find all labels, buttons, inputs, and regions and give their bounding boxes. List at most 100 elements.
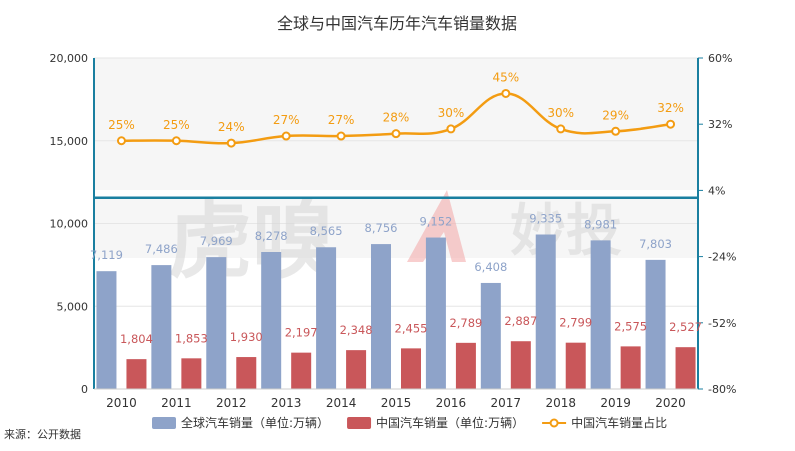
bar-global xyxy=(96,271,117,389)
share-point xyxy=(336,131,346,141)
data-label-global: 6,408 xyxy=(474,260,507,274)
data-label-global: 8,565 xyxy=(310,224,343,238)
chart-title: 全球与中国汽车历年汽车销量数据 xyxy=(277,14,517,33)
legend-swatch xyxy=(347,417,372,429)
data-label-china: 2,455 xyxy=(395,321,428,335)
share-label: 32% xyxy=(657,101,684,115)
share-label: 45% xyxy=(492,70,519,84)
bar-global xyxy=(480,282,501,389)
bar-global xyxy=(590,240,611,389)
bar-china xyxy=(346,350,367,389)
bar-china xyxy=(620,346,641,389)
x-tick-label: 2013 xyxy=(271,396,302,410)
share-point xyxy=(226,138,236,148)
share-label: 25% xyxy=(163,118,190,132)
data-label-china: 2,887 xyxy=(504,314,537,328)
x-tick-label: 2017 xyxy=(491,396,522,410)
x-tick-label: 2015 xyxy=(381,396,412,410)
bar-global xyxy=(425,237,446,389)
bar-china xyxy=(401,348,421,389)
bar-china xyxy=(455,342,476,389)
legend-swatch xyxy=(152,417,176,429)
share-label: 27% xyxy=(328,113,355,127)
bar-china xyxy=(181,358,202,389)
y-left-tick: 15,000 xyxy=(50,135,89,148)
watermark: 虎嗅 妙投 xyxy=(168,190,622,290)
share-point xyxy=(556,124,566,134)
share-point xyxy=(501,88,511,98)
x-tick-label: 2012 xyxy=(216,396,247,410)
share-point xyxy=(611,126,621,136)
watermark-logo xyxy=(407,190,466,262)
legend: 全球汽车销量（单位:万辆） 中国汽车销量（单位:万辆） 中国汽车销量占比 xyxy=(152,415,667,430)
source-note: 来源：公开数据 xyxy=(4,427,81,441)
y-right-tick: -24% xyxy=(708,251,736,264)
share-point xyxy=(281,131,291,141)
y-left-tick: 0 xyxy=(81,383,88,396)
share-point xyxy=(666,119,676,129)
x-tick-label: 2019 xyxy=(600,396,631,410)
bar-global xyxy=(206,257,227,389)
y-right-tick: 60% xyxy=(708,52,732,65)
x-tick-label: 2016 xyxy=(436,396,467,410)
y-left-tick: 20,000 xyxy=(50,52,89,65)
x-tick-label: 2010 xyxy=(106,396,137,410)
data-label-global: 7,803 xyxy=(639,237,672,251)
data-label-china: 1,853 xyxy=(175,331,208,345)
share-point xyxy=(116,136,126,146)
y-right-tick: -52% xyxy=(708,317,736,330)
bar-global xyxy=(371,244,391,389)
share-label: 27% xyxy=(273,113,300,127)
data-label-china: 1,930 xyxy=(230,330,263,344)
share-label: 30% xyxy=(547,106,574,120)
share-point xyxy=(171,136,181,146)
share-point xyxy=(446,124,456,134)
bar-china xyxy=(291,352,312,389)
share-label: 30% xyxy=(438,106,465,120)
data-label-global: 9,335 xyxy=(529,212,562,226)
data-label-global: 9,152 xyxy=(419,215,452,229)
y-left-tick: 10,000 xyxy=(50,218,89,231)
bar-china xyxy=(236,357,257,389)
legend-label: 中国汽车销量（单位:万辆） xyxy=(376,415,524,430)
y-right-tick: -80% xyxy=(708,383,736,396)
share-point xyxy=(391,129,401,139)
bar-global xyxy=(316,247,337,389)
x-tick-label: 2011 xyxy=(161,396,192,410)
bar-global xyxy=(645,259,666,389)
data-label-global: 7,969 xyxy=(200,234,233,248)
y-left-tick: 5,000 xyxy=(57,300,89,313)
x-tick-label: 2014 xyxy=(326,396,357,410)
bar-china xyxy=(510,341,531,389)
data-label-china: 1,804 xyxy=(120,332,153,346)
bar-global xyxy=(535,234,556,389)
bar-global xyxy=(151,265,172,389)
data-label-china: 2,799 xyxy=(559,316,592,330)
data-label-global: 8,278 xyxy=(255,229,288,243)
y-right-tick: 4% xyxy=(708,184,725,197)
share-label: 25% xyxy=(108,118,135,132)
legend-label: 全球汽车销量（单位:万辆） xyxy=(181,415,329,430)
share-label: 29% xyxy=(602,108,629,122)
bar-china xyxy=(565,342,586,389)
bar-china xyxy=(675,347,696,389)
data-label-china: 2,789 xyxy=(449,316,482,330)
x-tick-label: 2020 xyxy=(655,396,686,410)
data-label-global: 8,981 xyxy=(584,217,617,231)
data-label-china: 2,575 xyxy=(614,319,647,333)
data-label-global: 7,119 xyxy=(90,248,123,262)
data-label-global: 7,486 xyxy=(145,242,178,256)
watermark-left: 虎嗅 xyxy=(168,192,336,290)
y-right-tick: 32% xyxy=(708,118,732,131)
data-label-china: 2,527 xyxy=(669,320,702,334)
data-label-global: 8,756 xyxy=(365,221,398,235)
data-label-china: 2,197 xyxy=(285,326,318,340)
legend-label: 中国汽车销量占比 xyxy=(571,415,667,430)
x-tick-label: 2018 xyxy=(545,396,576,410)
data-label-china: 2,348 xyxy=(340,323,373,337)
bar-global xyxy=(261,251,282,389)
share-label: 28% xyxy=(383,111,410,125)
share-label: 24% xyxy=(218,120,245,134)
